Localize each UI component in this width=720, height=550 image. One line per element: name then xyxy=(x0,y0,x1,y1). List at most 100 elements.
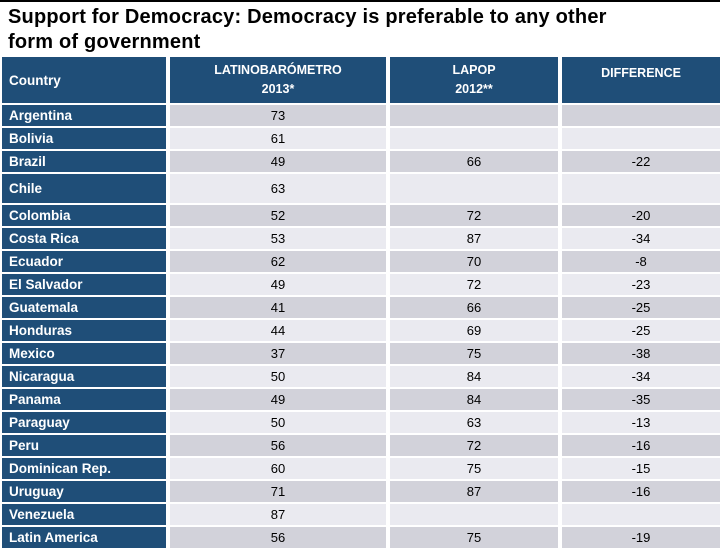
lapop-2012-value: 66 xyxy=(390,151,558,172)
lapop-2012-value: 70 xyxy=(390,251,558,272)
country-cell: Mexico xyxy=(2,343,166,364)
difference-value: -19 xyxy=(562,527,720,548)
difference-value: -8 xyxy=(562,251,720,272)
table-row: Bolivia 61 xyxy=(2,128,720,151)
table-row: Venezuela 87 xyxy=(2,504,720,527)
latinobarometro-2013-value: 87 xyxy=(170,504,386,525)
lapop-2012-value: 75 xyxy=(390,343,558,364)
country-cell: Bolivia xyxy=(2,128,166,149)
slide-title-line-2: form of government xyxy=(8,31,201,53)
table-row: Latin America 56 75 -19 xyxy=(2,527,720,550)
country-cell: Peru xyxy=(2,435,166,456)
table-row: Costa Rica 53 87 -34 xyxy=(2,228,720,251)
lapop-2012-value: 66 xyxy=(390,297,558,318)
country-cell: Latin America xyxy=(2,527,166,548)
table-row: Chile 63 xyxy=(2,174,720,205)
country-cell: Panama xyxy=(2,389,166,410)
lapop-2012-value: 63 xyxy=(390,412,558,433)
slide-title-line-1: Support for Democracy: Democracy is pref… xyxy=(8,6,607,28)
latinobarometro-2013-value: 60 xyxy=(170,458,386,479)
difference-value: -34 xyxy=(562,366,720,387)
lapop-2012-value xyxy=(390,128,558,149)
lapop-2012-value: 72 xyxy=(390,435,558,456)
latinobarometro-2013-value: 56 xyxy=(170,527,386,548)
column-header-difference: DIFFERENCE xyxy=(562,57,720,103)
country-cell: Colombia xyxy=(2,205,166,226)
country-cell: Costa Rica xyxy=(2,228,166,249)
lapop-2012-value: 75 xyxy=(390,458,558,479)
difference-value: -15 xyxy=(562,458,720,479)
country-cell: Honduras xyxy=(2,320,166,341)
table-row: Paraguay 50 63 -13 xyxy=(2,412,720,435)
difference-value: -22 xyxy=(562,151,720,172)
latinobarometro-2013-value: 49 xyxy=(170,274,386,295)
lapop-2012-value: 75 xyxy=(390,527,558,548)
lapop-2012-value xyxy=(390,105,558,126)
country-cell: El Salvador xyxy=(2,274,166,295)
slide-top-border xyxy=(0,0,720,2)
country-cell: Guatemala xyxy=(2,297,166,318)
table-row: Panama 49 84 -35 xyxy=(2,389,720,412)
table-row: Ecuador 62 70 -8 xyxy=(2,251,720,274)
difference-value: -38 xyxy=(562,343,720,364)
lapop-2012-value: 84 xyxy=(390,366,558,387)
latinobarometro-2013-value: 41 xyxy=(170,297,386,318)
difference-value: -16 xyxy=(562,435,720,456)
difference-value xyxy=(562,105,720,126)
latinobarometro-2013-value: 53 xyxy=(170,228,386,249)
difference-value: -23 xyxy=(562,274,720,295)
country-cell: Venezuela xyxy=(2,504,166,525)
latinobarometro-2013-value: 37 xyxy=(170,343,386,364)
table-row: Peru 56 72 -16 xyxy=(2,435,720,458)
difference-value: -34 xyxy=(562,228,720,249)
latinobarometro-2013-value: 73 xyxy=(170,105,386,126)
country-cell: Chile xyxy=(2,174,166,203)
country-cell: Argentina xyxy=(2,105,166,126)
latinobarometro-2013-value: 71 xyxy=(170,481,386,502)
table-row: Argentina 73 xyxy=(2,105,720,128)
latinobarometro-2013-value: 49 xyxy=(170,389,386,410)
table-row: El Salvador 49 72 -23 xyxy=(2,274,720,297)
difference-value: -16 xyxy=(562,481,720,502)
latinobarometro-2013-value: 61 xyxy=(170,128,386,149)
difference-value: -13 xyxy=(562,412,720,433)
column-header-country: Country xyxy=(2,57,166,103)
lapop-2012-value: 87 xyxy=(390,228,558,249)
latinobarometro-2013-value: 62 xyxy=(170,251,386,272)
difference-value xyxy=(562,504,720,525)
latinobarometro-2013-value: 50 xyxy=(170,366,386,387)
country-cell: Nicaragua xyxy=(2,366,166,387)
democracy-support-table: Country LATINOBARÓMETRO 2013* LAPOP 2012… xyxy=(2,57,720,550)
lapop-2012-value: 72 xyxy=(390,205,558,226)
difference-value: -25 xyxy=(562,297,720,318)
lapop-2012-value: 87 xyxy=(390,481,558,502)
column-header-lapop: LAPOP 2012** xyxy=(390,57,558,103)
country-cell: Dominican Rep. xyxy=(2,458,166,479)
table-row: Honduras 44 69 -25 xyxy=(2,320,720,343)
table-row: Guatemala 41 66 -25 xyxy=(2,297,720,320)
latinobarometro-2013-value: 52 xyxy=(170,205,386,226)
lapop-2012-value xyxy=(390,504,558,525)
country-cell: Ecuador xyxy=(2,251,166,272)
difference-value: -25 xyxy=(562,320,720,341)
table-body: Argentina 73 Bolivia 61 Brazil 49 66 -22 Chile 63… xyxy=(2,105,720,550)
latinobarometro-2013-value: 44 xyxy=(170,320,386,341)
table-header-row: Country LATINOBARÓMETRO 2013* LAPOP 2012… xyxy=(2,57,720,105)
country-cell: Brazil xyxy=(2,151,166,172)
lapop-2012-value: 69 xyxy=(390,320,558,341)
latinobarometro-2013-value: 50 xyxy=(170,412,386,433)
column-header-latinobarometro: LATINOBARÓMETRO 2013* xyxy=(170,57,386,103)
latinobarometro-2013-value: 49 xyxy=(170,151,386,172)
table-row: Colombia 52 72 -20 xyxy=(2,205,720,228)
difference-value xyxy=(562,174,720,203)
lapop-2012-value xyxy=(390,174,558,203)
table-row: Mexico 37 75 -38 xyxy=(2,343,720,366)
table-row: Uruguay 71 87 -16 xyxy=(2,481,720,504)
latinobarometro-2013-value: 63 xyxy=(170,174,386,203)
latinobarometro-2013-value: 56 xyxy=(170,435,386,456)
lapop-2012-value: 84 xyxy=(390,389,558,410)
difference-value: -35 xyxy=(562,389,720,410)
country-cell: Uruguay xyxy=(2,481,166,502)
table-row: Nicaragua 50 84 -34 xyxy=(2,366,720,389)
difference-value xyxy=(562,128,720,149)
